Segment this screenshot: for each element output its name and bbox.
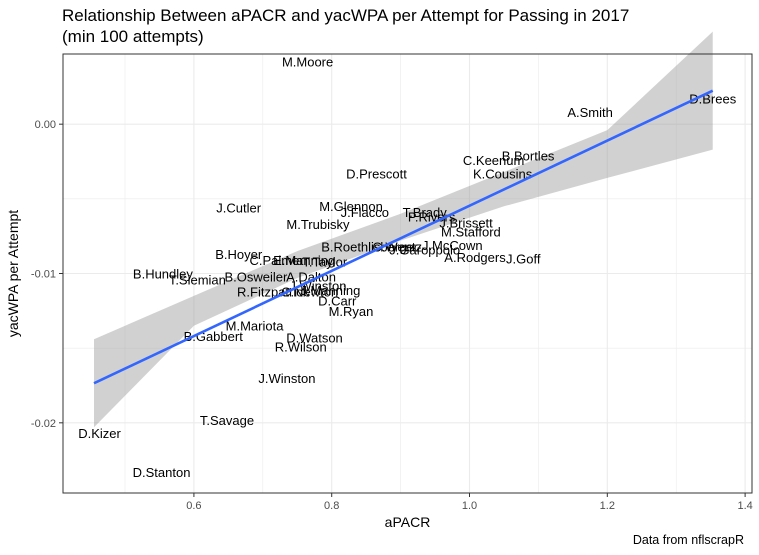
chart-title: Relationship Between aPACR and yacWPA pe…: [62, 6, 630, 46]
point-label: T.Siemian: [169, 272, 226, 287]
y-tick-label: 0.00: [35, 119, 56, 131]
point-label: M.Glennon: [319, 199, 383, 214]
point-label: J.Brissett: [439, 216, 493, 231]
point-label: A.Smith: [567, 105, 613, 120]
x-tick-label: 1.2: [600, 500, 615, 512]
point-label: J.Manning: [300, 283, 360, 298]
regression-line: [93, 89, 714, 385]
point-label: J.Goff: [506, 251, 541, 266]
point-label: E.Manning: [273, 253, 335, 268]
point-label: J.Garoppolo: [389, 243, 460, 258]
point-label: J.Winston: [289, 278, 346, 293]
point-label: D.Watson: [286, 331, 343, 346]
point-label: A.Rodgers: [444, 250, 506, 265]
point-label: B.Bortles: [502, 148, 555, 163]
point-label: B.Osweiler: [224, 269, 288, 284]
point-label: B.Hoyer: [215, 247, 263, 262]
point-label: M.Moore: [282, 54, 333, 69]
point-label: J.Cutler: [216, 201, 261, 216]
point-label: D.Prescott: [346, 166, 407, 181]
point-label: T.Brady: [403, 205, 448, 220]
point-label: C.Palmer: [249, 253, 304, 268]
point-label: K.Cousins: [473, 166, 533, 181]
x-axis-title: aPACR: [385, 514, 431, 530]
point-label: R.Wilson: [275, 340, 327, 355]
x-tick-label: 1.0: [462, 500, 477, 512]
point-label: C.Wentz: [372, 240, 422, 255]
point-label: M.Trubisky: [286, 217, 350, 232]
point-label: M.Ryan: [329, 304, 374, 319]
point-label: J.McCown: [422, 238, 483, 253]
point-label: B.Roethlisberger: [321, 240, 418, 255]
point-label: T.Savage: [200, 413, 254, 428]
y-axis-title: yacWPA per Attempt: [5, 210, 21, 337]
x-tick-label: 1.4: [737, 500, 752, 512]
point-label: T.Taylor: [302, 254, 347, 269]
confidence-band: [94, 31, 713, 428]
point-label: A.Dalton: [286, 269, 336, 284]
point-label: M.Stafford: [441, 225, 501, 240]
y-tick-label: -0.02: [31, 418, 56, 430]
point-label: J.Winston: [258, 371, 315, 386]
point-label: C.Keenum: [463, 153, 524, 168]
point-label: D.Kizer: [78, 426, 121, 441]
point-label: B.Hundley: [133, 266, 193, 281]
y-tick-label: -0.01: [31, 269, 56, 281]
x-tick-label: 0.6: [186, 500, 201, 512]
point-label: M.Mariota: [226, 319, 285, 334]
point-label: D.Carr: [318, 293, 357, 308]
data-source-caption: Data from nflscrapR: [632, 533, 744, 547]
point-label: R.Fitzpatrick: [237, 284, 310, 299]
point-label: D.Stanton: [133, 465, 191, 480]
x-tick-label: 0.8: [324, 500, 339, 512]
point-label: P.Rivers: [408, 210, 456, 225]
point-label: J.Flacco: [341, 205, 389, 220]
